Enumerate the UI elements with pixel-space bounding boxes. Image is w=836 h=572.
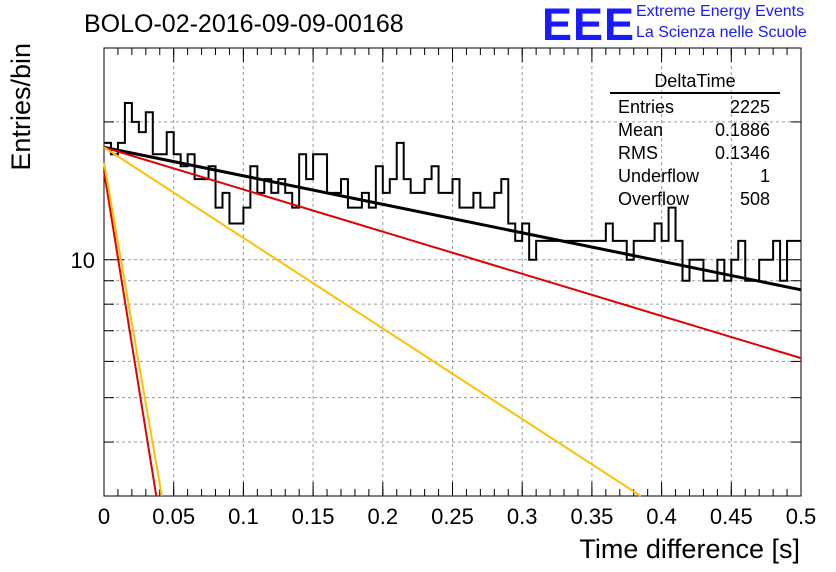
stats-row: Overflow 508	[610, 188, 780, 211]
x-tick-label: 0.45	[710, 504, 753, 529]
axis-labels: 0 0.05 0.1 0.15 0.2 0.25 0.3 0.35 0.4 0.45 0.5 10 Ti…	[6, 43, 816, 564]
stats-row: Mean 0.1886	[610, 119, 780, 142]
stats-row: Entries 2225	[610, 96, 780, 119]
axis-ticks	[103, 48, 802, 496]
stats-value: 2225	[729, 97, 770, 117]
stats-label: Mean	[618, 120, 664, 140]
fit-curve	[103, 162, 163, 497]
logo-line-2: La Scienza nelle Scuole	[636, 24, 807, 41]
stats-label: Entries	[618, 97, 675, 117]
logo-line-1: Extreme Energy Events	[636, 3, 805, 20]
stats-title: DeltaTime	[610, 70, 780, 94]
x-axis-title: Time difference [s]	[579, 534, 800, 564]
grid-lines	[104, 48, 801, 496]
chart-title: BOLO-02-2016-09-09-00168	[84, 10, 404, 38]
stats-row: Underflow 1	[610, 165, 780, 188]
stats-value: 508	[739, 189, 770, 209]
eee-logo: EEE	[542, 0, 636, 50]
y-axis-title: Entries/bin	[6, 43, 36, 171]
x-tick-label: 0.5	[786, 504, 817, 529]
y-tick-label: 10	[71, 248, 95, 273]
x-tick-label: 0.05	[152, 504, 195, 529]
histogram-line	[104, 101, 801, 282]
stats-value: 0.1346	[714, 143, 770, 163]
x-tick-label: 0.4	[646, 504, 677, 529]
x-tick-label: 0.35	[570, 504, 613, 529]
fit-curve	[103, 145, 802, 292]
fit-curve	[103, 171, 158, 497]
fit-curve	[103, 146, 642, 497]
x-tick-label: 0.2	[368, 504, 399, 529]
stats-row: RMS 0.1346	[610, 142, 780, 165]
x-tick-label: 0.1	[228, 504, 259, 529]
stats-label: Overflow	[618, 189, 690, 209]
x-tick-label: 0.15	[292, 504, 335, 529]
stats-label: Underflow	[618, 166, 700, 186]
x-tick-label: 0.25	[431, 504, 474, 529]
stats-box: DeltaTime Entries 2225 Mean 0.1886 RMS 0.1346…	[610, 70, 780, 211]
stats-value: 1	[759, 166, 770, 186]
data-series	[103, 101, 802, 497]
fit-curve	[103, 146, 802, 360]
stats-label: RMS	[618, 143, 658, 163]
x-tick-label: 0	[98, 504, 110, 529]
stats-value: 0.1886	[714, 120, 770, 140]
x-tick-label: 0.3	[507, 504, 538, 529]
